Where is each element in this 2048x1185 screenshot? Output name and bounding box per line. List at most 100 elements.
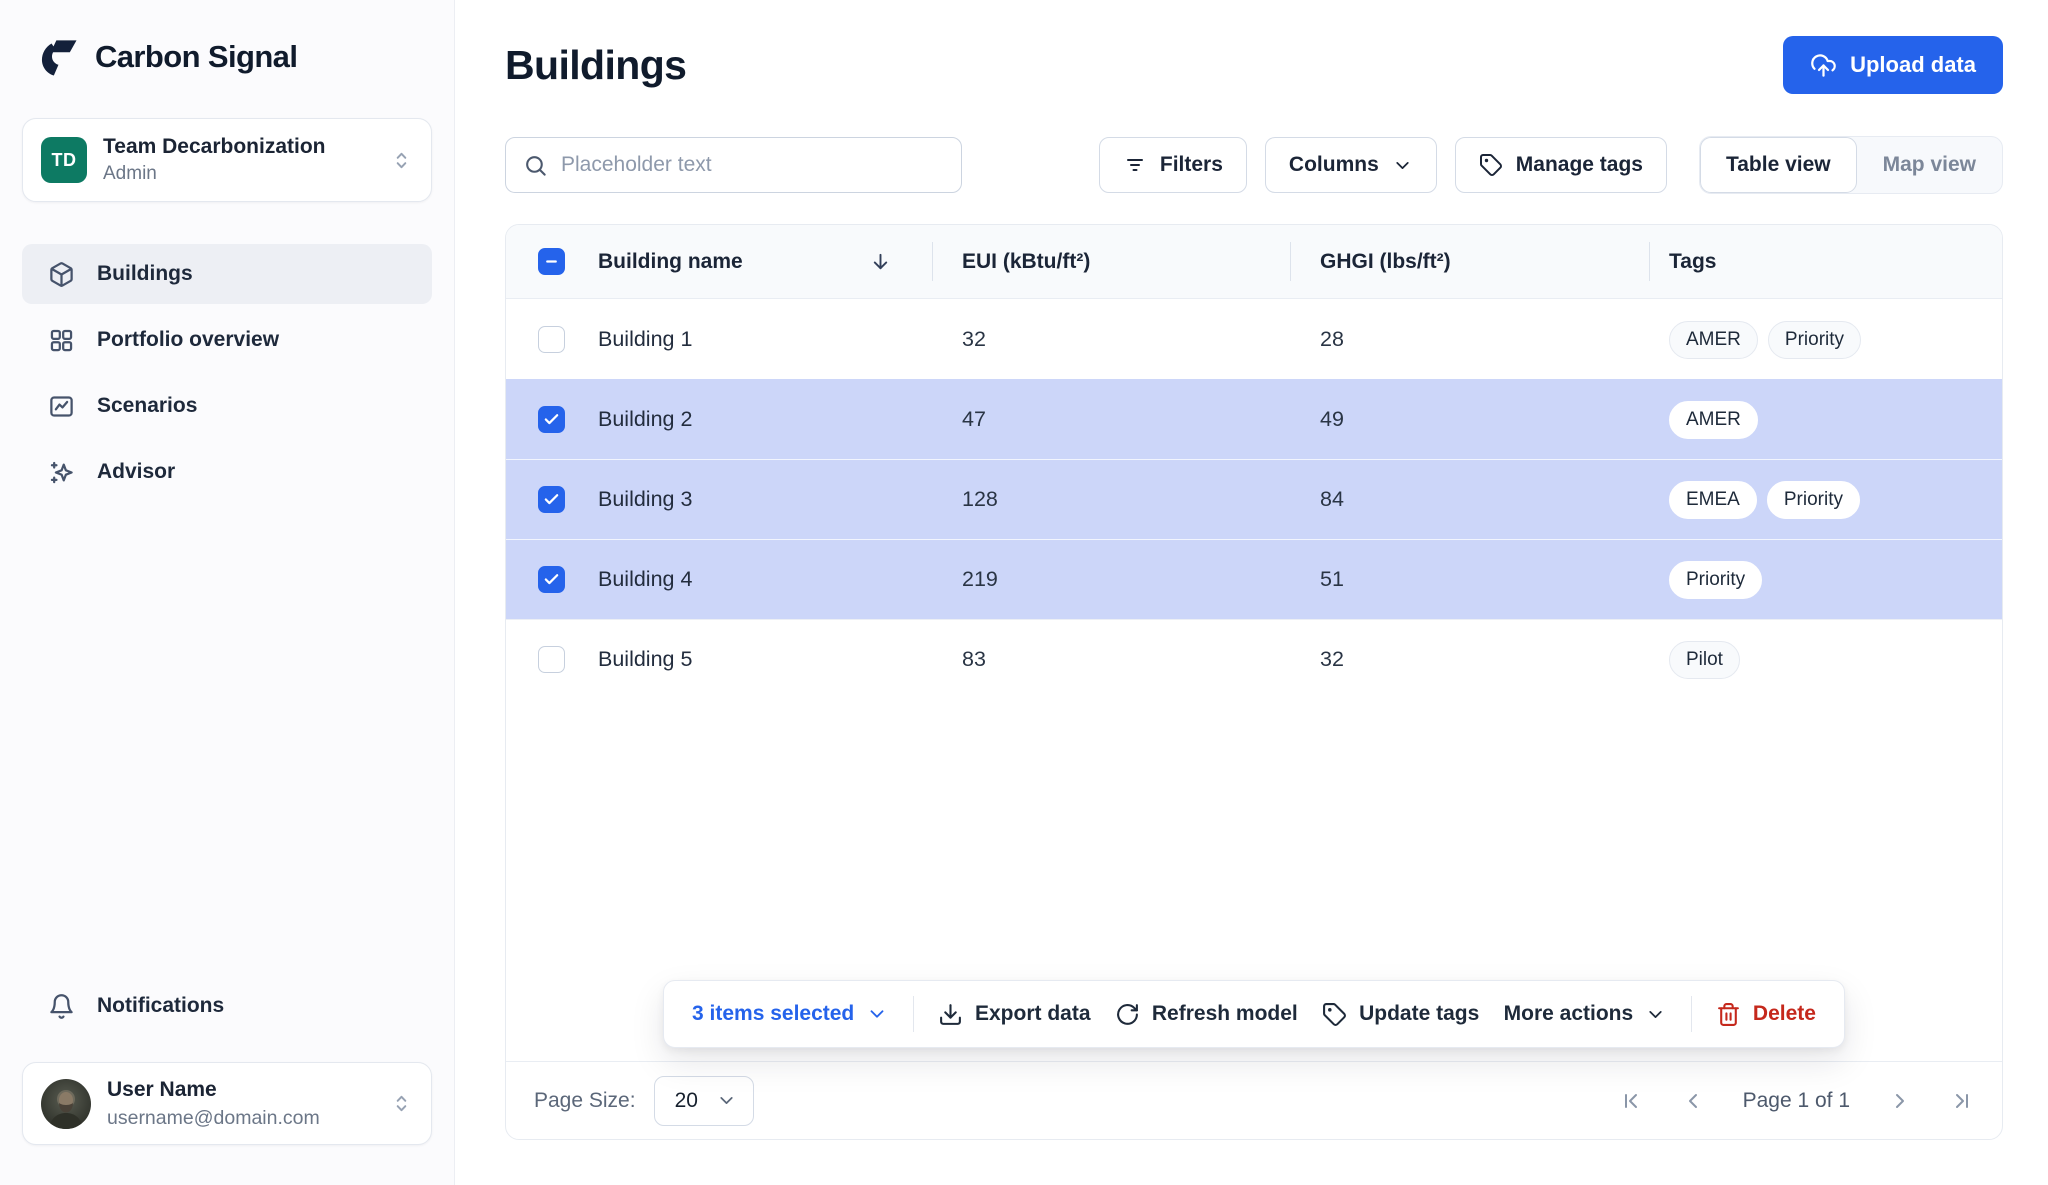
previous-page-icon[interactable] (1681, 1089, 1705, 1113)
page-size-select[interactable]: 20 (653, 1075, 754, 1126)
row-checkbox[interactable] (538, 566, 565, 593)
chevrons-up-down-icon (396, 152, 407, 168)
eui-value: 32 (962, 327, 986, 351)
grid-icon (50, 329, 73, 351)
tag-icon (1323, 1002, 1347, 1026)
trash-icon (1717, 1002, 1739, 1026)
building-name: Building 2 (598, 407, 693, 431)
tags-cell: Priority (1649, 540, 2002, 619)
refresh-model-button[interactable]: Refresh model (1115, 1002, 1298, 1027)
team-selector[interactable]: TD Team Decarbonization Admin (22, 118, 432, 202)
column-header-building-name[interactable]: Building name (598, 225, 932, 298)
page-title: Buildings (505, 41, 687, 88)
user-menu[interactable]: User Name username@domain.com (22, 1062, 432, 1145)
tag-pill: AMER (1669, 400, 1758, 439)
sparkles-icon (50, 461, 73, 483)
update-tags-button[interactable]: Update tags (1322, 1002, 1479, 1027)
building-name: Building 5 (598, 647, 693, 671)
ghgi-value: 84 (1320, 487, 1344, 511)
app-name: Carbon Signal (95, 39, 298, 74)
team-avatar: TD (41, 137, 87, 183)
tag-pill: Priority (1766, 480, 1860, 519)
delete-button[interactable]: Delete (1716, 1002, 1816, 1027)
row-checkbox[interactable] (538, 406, 565, 433)
more-actions-button[interactable]: More actions (1504, 1002, 1667, 1026)
first-page-icon[interactable] (1619, 1089, 1643, 1113)
next-page-icon[interactable] (1888, 1089, 1912, 1113)
user-name: User Name (107, 1078, 217, 1102)
building-name: Building 1 (598, 327, 693, 351)
page-info: Page 1 of 1 (1742, 1088, 1850, 1112)
carbon-signal-mark-icon (41, 40, 77, 76)
ghgi-value: 32 (1320, 647, 1344, 671)
upload-data-button[interactable]: Upload data (1783, 36, 2003, 94)
sidebar-nav: Buildings Portfolio overview Scenarios A… (22, 244, 432, 502)
table-row[interactable]: Building 3 128 84 EMEA Priority (506, 459, 2002, 539)
divider (1690, 996, 1692, 1032)
cube-icon (50, 261, 73, 287)
chevron-down-icon (1649, 1010, 1662, 1018)
manage-tags-button[interactable]: Manage tags (1454, 137, 1667, 193)
column-header-tags[interactable]: Tags (1649, 225, 2002, 298)
selection-dropdown[interactable]: 3 items selected (692, 1002, 888, 1026)
user-email: username@domain.com (107, 1106, 320, 1129)
row-checkbox[interactable] (538, 486, 565, 513)
eui-value: 128 (962, 487, 998, 511)
row-checkbox[interactable] (538, 646, 565, 673)
export-data-button[interactable]: Export data (938, 1002, 1091, 1027)
ghgi-value: 49 (1320, 407, 1344, 431)
tag-pill: Pilot (1669, 640, 1740, 679)
sidebar-item-notifications[interactable]: Notifications (22, 976, 432, 1036)
column-header-eui[interactable]: EUI (kBtu/ft²) (932, 225, 1290, 298)
table-row[interactable]: Building 4 219 51 Priority (506, 539, 2002, 619)
chevron-down-icon (1396, 161, 1409, 169)
columns-button[interactable]: Columns (1264, 137, 1437, 193)
table-row[interactable]: Building 2 47 49 AMER (506, 379, 2002, 459)
ghgi-value: 28 (1320, 327, 1344, 351)
map-view-tab[interactable]: Map view (1882, 153, 1976, 176)
chart-square-icon (50, 395, 73, 417)
select-all-checkbox[interactable] (538, 248, 565, 275)
download-icon (940, 1003, 961, 1025)
cloud-upload-icon (1811, 53, 1836, 77)
search-input[interactable] (561, 153, 944, 177)
table-header-row: Building name EUI (kBtu/ft²) GHGI (lbs/f… (506, 225, 2002, 299)
table-body: Building 1 32 28 AMER Priority Building 2… (506, 299, 2002, 699)
tags-cell: Pilot (1649, 620, 2002, 699)
row-checkbox[interactable] (538, 326, 565, 353)
table-view-tab[interactable]: Table view (1699, 137, 1857, 193)
search-box[interactable] (505, 137, 962, 193)
sidebar-item-advisor[interactable]: Advisor (22, 442, 432, 502)
table-row[interactable]: Building 1 32 28 AMER Priority (506, 299, 2002, 379)
tags-cell: AMER Priority (1649, 300, 2002, 379)
table-row[interactable]: Building 5 83 32 Pilot (506, 619, 2002, 699)
sidebar-item-label: Notifications (97, 994, 225, 1018)
sidebar-item-buildings[interactable]: Buildings (22, 244, 432, 304)
main-content: Buildings Upload data Filters Columns Ma… (455, 0, 2048, 1185)
filter-icon (1126, 159, 1143, 171)
sidebar-item-label: Portfolio overview (97, 328, 280, 351)
ghgi-value: 51 (1320, 567, 1344, 591)
last-page-icon[interactable] (1950, 1089, 1974, 1113)
chevron-down-icon (870, 1010, 884, 1018)
tag-pill: Priority (1669, 560, 1763, 599)
eui-value: 219 (962, 567, 998, 591)
divider (912, 996, 914, 1032)
sidebar-item-scenarios[interactable]: Scenarios (22, 376, 432, 436)
view-toggle: Table view Map view (1698, 136, 2003, 194)
refresh-icon (1116, 1003, 1138, 1025)
team-name: Team Decarbonization (103, 135, 326, 158)
user-avatar (41, 1078, 91, 1129)
eui-value: 47 (962, 407, 986, 431)
bulk-action-bar: 3 items selected Export data Refresh mod… (663, 980, 1845, 1048)
page-size-label: Page Size: (534, 1088, 636, 1112)
column-header-ghgi[interactable]: GHGI (lbs/ft²) (1290, 225, 1649, 298)
eui-value: 83 (962, 647, 986, 671)
filters-button[interactable]: Filters (1098, 137, 1247, 193)
tag-pill: AMER (1669, 320, 1758, 359)
tag-pill: EMEA (1669, 480, 1757, 519)
tag-icon (1479, 154, 1502, 176)
team-role: Admin (103, 163, 157, 185)
chevrons-up-down-icon (396, 1096, 407, 1112)
sidebar-item-portfolio-overview[interactable]: Portfolio overview (22, 310, 432, 370)
